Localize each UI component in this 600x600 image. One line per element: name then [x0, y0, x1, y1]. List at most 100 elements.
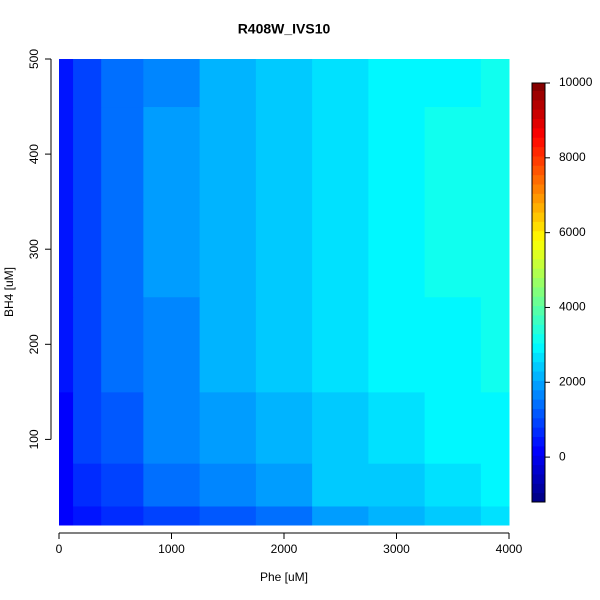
contour-cell — [101, 59, 144, 108]
colorbar-band — [532, 408, 545, 419]
contour-cell — [480, 201, 510, 298]
contour-cell — [199, 106, 257, 203]
colorbar-band — [532, 361, 545, 372]
colorbar-band — [532, 371, 545, 381]
y-axis-label: BH4 [uM] — [2, 267, 16, 317]
contour-cell — [59, 201, 74, 298]
colorbar-band — [532, 296, 545, 307]
contour-cell — [73, 505, 102, 526]
x-tick-label: 1000 — [158, 542, 185, 556]
contour-cell — [59, 391, 74, 464]
contour-cell — [143, 106, 201, 203]
contour-cell — [312, 391, 369, 464]
colorbar-band — [532, 137, 545, 148]
y-tick-label: 100 — [27, 429, 41, 449]
colorbar-tick-label: 0 — [559, 449, 566, 463]
colorbar-band — [532, 165, 545, 176]
contour-cell — [255, 106, 313, 203]
contour-cell — [480, 296, 510, 393]
colorbar-frame — [531, 82, 546, 503]
colorbar-band — [532, 324, 545, 335]
contour-cell — [424, 296, 482, 393]
colorbar-band — [532, 483, 545, 494]
contour-cell — [101, 201, 144, 298]
contour-cell — [480, 505, 510, 526]
contour-cell — [143, 201, 201, 298]
colorbar-band — [532, 343, 545, 353]
contour-cell — [480, 463, 510, 507]
contour-cell — [480, 59, 510, 108]
contour-cell — [59, 505, 74, 526]
colorbar-band — [532, 83, 545, 91]
contour-cell — [424, 59, 482, 108]
colorbar-band — [532, 455, 545, 466]
x-tick-label: 0 — [56, 542, 63, 556]
contour-cell — [255, 391, 313, 464]
contour-cell — [199, 59, 257, 108]
contour-cell — [424, 201, 482, 298]
colorbar-band — [532, 212, 545, 222]
colorbar-band — [532, 352, 545, 363]
colorbar-band — [532, 221, 545, 232]
contour-cell — [312, 106, 369, 203]
contour-cell — [101, 505, 144, 526]
colorbar-band — [532, 473, 545, 484]
colorbar-band — [532, 174, 545, 185]
contour-cell — [73, 463, 102, 507]
contour-cell — [59, 296, 74, 393]
contour-cell — [143, 505, 201, 526]
colorbar-tick-label: 10000 — [559, 75, 593, 89]
contour-cell — [199, 505, 257, 526]
contour-cell — [368, 463, 426, 507]
colorbar-band — [532, 118, 545, 129]
contour-cell — [312, 463, 369, 507]
contour-cell — [73, 296, 102, 393]
colorbar-band — [532, 399, 545, 409]
contour-cell — [101, 106, 144, 203]
colorbar-tick-label: 2000 — [559, 374, 586, 388]
colorbar-band — [532, 90, 545, 101]
contour-cell — [255, 505, 313, 526]
contour-cell — [312, 59, 369, 108]
x-axis-label: Phe [uM] — [260, 570, 308, 584]
colorbar-band — [532, 445, 545, 456]
contour-cell — [368, 505, 426, 526]
contour-cell — [368, 296, 426, 393]
colorbar-band — [532, 146, 545, 157]
contour-cell — [199, 201, 257, 298]
contour-cell — [143, 463, 201, 507]
contour-cell — [368, 59, 426, 108]
contour-cell — [424, 106, 482, 203]
y-tick-label: 500 — [27, 49, 41, 69]
contour-cell — [143, 59, 201, 108]
contour-cell — [59, 106, 74, 203]
contour-cell — [73, 391, 102, 464]
contour-cell — [255, 201, 313, 298]
contour-cell — [312, 505, 369, 526]
contour-cell — [199, 296, 257, 393]
colorbar-band — [532, 492, 545, 503]
colorbar-band — [532, 202, 545, 213]
contour-cell — [101, 296, 144, 393]
colorbar-band — [532, 155, 545, 166]
colorbar-tick-label: 4000 — [559, 300, 586, 314]
contour-cell — [424, 505, 482, 526]
contour-cell — [59, 59, 74, 108]
y-tick-label: 300 — [27, 239, 41, 259]
colorbar-band — [532, 99, 545, 110]
contour-cell — [73, 106, 102, 203]
y-tick-label: 200 — [27, 334, 41, 354]
colorbar-band — [532, 305, 545, 316]
colorbar-band — [532, 249, 545, 260]
colorbar-tick-label: 6000 — [559, 225, 586, 239]
colorbar-band — [532, 314, 545, 325]
contour-cell — [424, 463, 482, 507]
colorbar-band — [532, 464, 545, 475]
contour-cell — [143, 296, 201, 393]
colorbar-band — [532, 380, 545, 391]
x-tick-label: 3000 — [383, 542, 410, 556]
colorbar-band — [532, 389, 545, 400]
contour-cell — [101, 391, 144, 464]
colorbar-band — [532, 193, 545, 204]
contour-cell — [312, 296, 369, 393]
